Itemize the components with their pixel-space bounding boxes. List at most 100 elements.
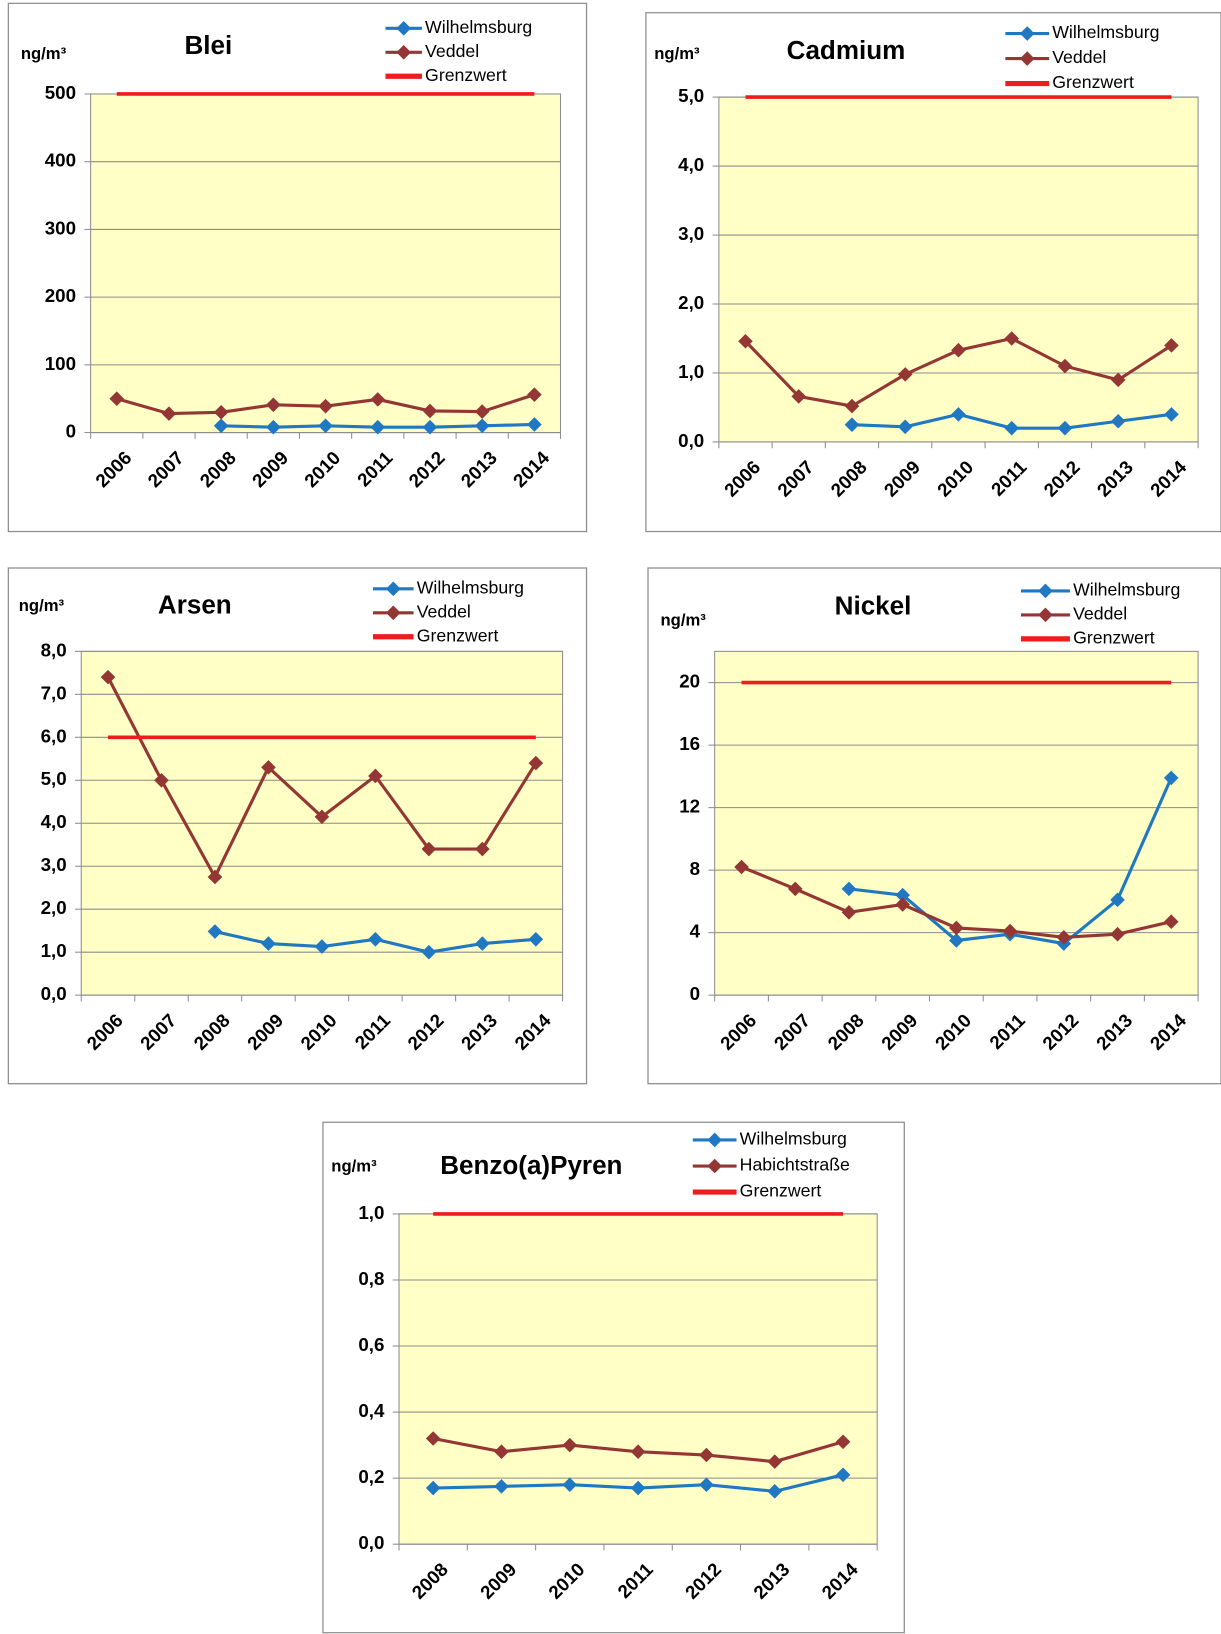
data-point (1110, 892, 1125, 908)
legend-label: Veddel (425, 41, 479, 61)
y-tick-label: 0,0 (678, 430, 704, 451)
legend-label: Grenzwert (425, 65, 507, 85)
y-tick-label: 0,4 (358, 1400, 385, 1421)
data-point (494, 1444, 509, 1460)
legend-label: Grenzwert (740, 1181, 822, 1201)
data-point (951, 407, 966, 422)
data-point (951, 342, 966, 358)
data-point (425, 1480, 441, 1496)
legend-label: Grenzwert (417, 625, 499, 645)
data-point (266, 419, 281, 435)
data-point (318, 398, 333, 414)
data-point (261, 936, 276, 951)
y-tick-label: 8 (690, 858, 700, 879)
data-point (1057, 420, 1073, 436)
data-point (161, 406, 177, 421)
data-point (1110, 372, 1126, 388)
y-axis-label: ng/m³ (19, 596, 65, 615)
y-tick-label: 8,0 (41, 639, 67, 660)
data-point (494, 1479, 509, 1494)
y-tick-label: 7,0 (41, 682, 67, 703)
legend-marker (396, 21, 411, 36)
data-point (1110, 413, 1126, 429)
legend-label: Wilhelmsburg (740, 1129, 847, 1149)
y-tick-label: 400 (45, 150, 76, 171)
y-tick-label: 4,0 (41, 811, 67, 832)
chart-title: Arsen (158, 589, 232, 619)
y-tick-label: 6,0 (41, 725, 67, 746)
data-point (527, 417, 542, 432)
y-tick-label: 500 (45, 82, 76, 103)
plot-area (90, 93, 562, 434)
y-tick-label: 16 (679, 733, 700, 754)
y-tick-label: 2,0 (678, 292, 704, 313)
chart-title: Nickel (835, 590, 912, 620)
legend-marker (1038, 583, 1053, 599)
data-point (474, 418, 490, 434)
data-point (266, 397, 281, 413)
chart-title: Blei (184, 30, 232, 60)
data-point (895, 887, 910, 903)
data-point (527, 387, 542, 402)
legend-label: Grenzwert (1073, 628, 1155, 648)
data-point (261, 760, 276, 775)
y-tick-label: 5,0 (41, 768, 67, 789)
legend-label: Habichtstraße (740, 1155, 850, 1175)
y-tick-label: 1,0 (678, 361, 704, 382)
data-point (100, 669, 116, 685)
data-point (1057, 358, 1073, 374)
data-point (1164, 338, 1179, 353)
y-axis-label: ng/m³ (654, 44, 700, 63)
y-tick-label: 0,0 (41, 983, 67, 1004)
data-point (370, 392, 386, 407)
chart-title: Cadmium (787, 35, 906, 65)
y-axis-label: ng/m³ (661, 611, 707, 630)
legend-marker (396, 45, 411, 60)
data-point (425, 1431, 441, 1446)
data-point (1056, 930, 1072, 945)
y-tick-label: 4 (690, 921, 701, 942)
y-tick-label: 200 (45, 285, 76, 306)
y-tick-label: 0 (690, 983, 700, 1004)
y-tick-label: 0,2 (358, 1466, 384, 1487)
legend-label: Grenzwert (1052, 72, 1134, 92)
legend-marker (1019, 51, 1035, 66)
data-point (791, 389, 807, 404)
data-point (213, 404, 229, 420)
legend-label: Wilhelmsburg (1073, 580, 1180, 600)
y-tick-label: 3,0 (678, 223, 704, 244)
legend-marker (1038, 607, 1053, 623)
legend-label: Veddel (1052, 47, 1106, 67)
y-tick-label: 3,0 (41, 854, 67, 875)
data-point (1163, 770, 1179, 786)
data-point (109, 391, 125, 407)
y-tick-label: 0,6 (358, 1334, 384, 1355)
y-tick-label: 1,0 (41, 940, 67, 961)
data-point (474, 404, 490, 419)
y-tick-label: 5,0 (678, 85, 704, 106)
legend-label: Wilhelmsburg (425, 17, 532, 37)
y-axis-label: ng/m³ (331, 1156, 377, 1175)
y-tick-label: 100 (45, 353, 76, 374)
data-point (318, 418, 333, 434)
legend-label: Wilhelmsburg (1052, 22, 1159, 42)
data-point (1164, 407, 1179, 422)
legend-label: Wilhelmsburg (417, 578, 524, 598)
data-point (738, 333, 753, 349)
y-tick-label: 0,8 (358, 1268, 384, 1289)
legend-marker (1019, 26, 1035, 41)
chart-title: Benzo(a)Pyren (440, 1150, 622, 1180)
data-point (475, 936, 490, 951)
y-tick-label: 2,0 (41, 897, 67, 918)
y-tick-label: 20 (679, 671, 700, 692)
legend-marker (385, 605, 401, 621)
data-point (213, 418, 229, 434)
legend-label: Veddel (1073, 604, 1127, 624)
y-axis-label: ng/m³ (21, 44, 67, 63)
